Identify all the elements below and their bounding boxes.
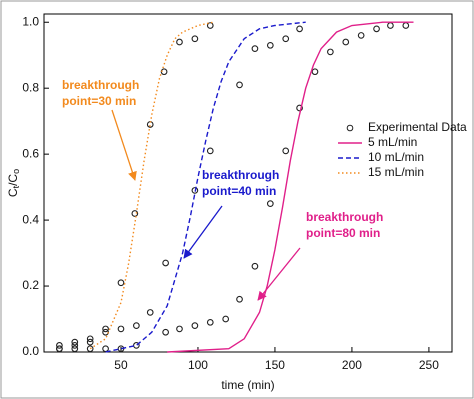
x-tick-label: 200 xyxy=(342,358,362,372)
data-point xyxy=(222,315,230,323)
data-point xyxy=(86,338,94,346)
data-point xyxy=(117,279,125,287)
data-point xyxy=(296,25,303,33)
data-point xyxy=(282,147,290,155)
data-point xyxy=(71,338,79,346)
legend-label: 15 mL/min xyxy=(368,165,424,179)
y-label-part: t xyxy=(11,185,21,188)
x-tick-label: 50 xyxy=(114,358,128,372)
y-axis-label: Ct/Co xyxy=(6,169,21,197)
fit-line xyxy=(105,21,306,353)
annotation-arrow xyxy=(183,205,223,259)
data-point xyxy=(102,345,109,353)
x-tick-label: 250 xyxy=(419,358,439,372)
legend-label: Experimental Data xyxy=(368,120,467,134)
y-label-part: C xyxy=(6,188,20,197)
data-point xyxy=(236,295,243,303)
y-label-part: /C xyxy=(6,174,20,186)
data-point xyxy=(266,41,274,49)
data-point xyxy=(282,35,290,43)
data-point xyxy=(102,325,109,333)
data-point xyxy=(146,309,154,316)
data-point xyxy=(402,22,410,29)
data-point xyxy=(131,210,139,217)
data-point xyxy=(86,345,94,353)
data-point xyxy=(56,345,63,353)
data-point xyxy=(236,81,243,89)
data-point xyxy=(311,68,319,76)
annotation-arrow xyxy=(257,247,301,301)
y-tick-label: 0.0 xyxy=(22,344,39,358)
data-point xyxy=(191,322,199,329)
data-point xyxy=(162,328,169,336)
data-point xyxy=(117,325,125,333)
data-point xyxy=(206,318,214,326)
x-tick-label: 100 xyxy=(188,358,208,372)
data-point xyxy=(251,262,259,270)
y-tick-label: 1.0 xyxy=(22,14,39,28)
data-point xyxy=(56,342,63,349)
annotation: point=30 min xyxy=(62,94,136,108)
annotation: breakthrough xyxy=(62,78,139,92)
data-point xyxy=(327,48,334,56)
legend-label: 10 mL/min xyxy=(368,150,424,164)
data-point xyxy=(176,325,183,333)
data-point xyxy=(191,35,199,43)
fit-line xyxy=(167,21,414,353)
annotation: point=40 min xyxy=(202,184,276,198)
data-point xyxy=(373,25,380,33)
annotation: breakthrough xyxy=(306,210,383,224)
annotation: point=80 min xyxy=(306,226,380,240)
data-point xyxy=(86,335,94,343)
x-axis-label: time (min) xyxy=(221,378,274,392)
annotation-arrow xyxy=(111,109,137,181)
data-point xyxy=(206,147,214,155)
data-point xyxy=(176,38,183,46)
y-tick-label: 0.8 xyxy=(22,80,39,94)
legend-label: 5 mL/min xyxy=(368,135,417,149)
data-point xyxy=(251,45,259,52)
annotation: breakthrough xyxy=(202,168,279,182)
data-point xyxy=(133,322,140,329)
data-point xyxy=(162,259,169,267)
fit-line xyxy=(89,21,214,350)
data-point xyxy=(206,22,214,29)
plot-area xyxy=(43,13,453,353)
data-point xyxy=(191,187,199,194)
data-point xyxy=(387,22,394,29)
y-tick-label: 0.6 xyxy=(22,146,39,160)
data-point xyxy=(296,104,303,112)
y-tick-label: 0.2 xyxy=(22,278,39,292)
legend-marker xyxy=(346,124,354,132)
data-point xyxy=(71,342,79,349)
x-tick-label: 150 xyxy=(265,358,285,372)
data-point xyxy=(266,200,274,207)
y-label-part: o xyxy=(11,169,21,174)
data-point xyxy=(71,345,79,353)
data-point xyxy=(357,32,365,39)
y-tick-label: 0.4 xyxy=(22,212,39,226)
data-point xyxy=(342,38,350,46)
